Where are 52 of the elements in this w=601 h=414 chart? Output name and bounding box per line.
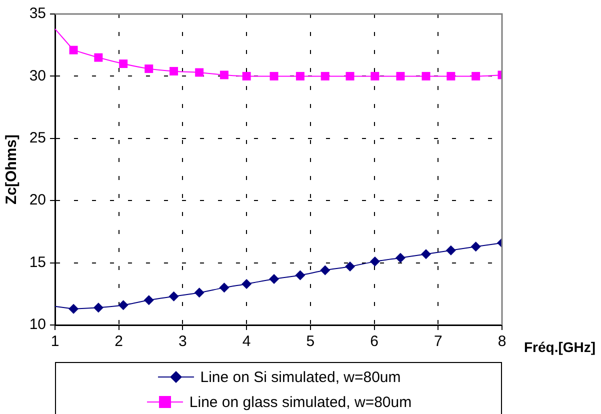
legend-label: Line on glass simulated, w=80um — [189, 394, 412, 410]
y-tick-label: 30 — [29, 67, 46, 84]
y-tick-label: 25 — [29, 130, 46, 147]
point — [396, 72, 405, 80]
point — [470, 242, 481, 252]
point — [346, 72, 354, 80]
point — [68, 304, 79, 314]
y-axis-title: Zc[Ohms] — [3, 134, 20, 205]
x-tick-label: 4 — [242, 333, 251, 350]
point — [270, 72, 278, 80]
point — [144, 295, 154, 306]
point — [296, 72, 304, 80]
point — [370, 72, 380, 80]
x-axis-title: Fréq.[GHz] — [524, 338, 596, 355]
point — [395, 252, 406, 263]
point — [93, 302, 104, 313]
point — [220, 70, 228, 80]
point — [144, 64, 154, 73]
point — [94, 53, 103, 62]
y-tick-label: 20 — [29, 192, 46, 209]
point — [242, 278, 252, 289]
point — [421, 249, 432, 260]
point — [370, 256, 380, 267]
point — [195, 68, 204, 77]
point — [242, 72, 251, 80]
point — [320, 72, 330, 80]
point — [170, 66, 178, 76]
x-tick-label: 6 — [370, 333, 378, 350]
point — [194, 288, 204, 298]
y-tick-label: 15 — [29, 254, 46, 271]
point — [320, 265, 330, 276]
point — [295, 270, 306, 280]
x-tick-label: 7 — [434, 333, 442, 350]
x-tick-label: 2 — [114, 333, 124, 350]
point — [69, 46, 78, 54]
point — [446, 72, 456, 80]
legend-label: Line on Si simulated, w=80um — [200, 368, 401, 386]
point — [472, 72, 480, 80]
point — [345, 262, 356, 272]
point — [119, 60, 128, 68]
x-tick-label: 1 — [50, 333, 60, 350]
x-tick-label: 3 — [178, 333, 187, 350]
y-tick-label: 35 — [29, 5, 46, 22]
x-tick-label: 8 — [498, 333, 506, 350]
point — [168, 291, 179, 302]
point — [219, 282, 230, 293]
y-tick-label: 10 — [29, 316, 46, 334]
point — [269, 274, 280, 284]
x-tick-label: 5 — [306, 333, 315, 350]
point — [446, 245, 456, 256]
point — [118, 300, 128, 310]
point — [422, 72, 430, 80]
